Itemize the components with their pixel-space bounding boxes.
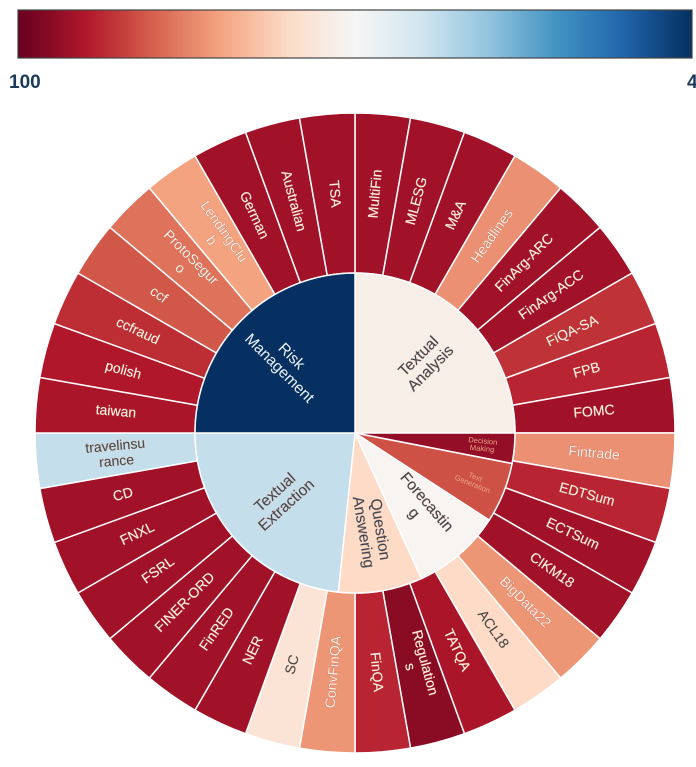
svg-text:100: 100	[9, 72, 41, 93]
svg-text:4000: 4000	[687, 72, 696, 93]
svg-text:DecisionMaking: DecisionMaking	[467, 435, 498, 454]
svg-text:TSA: TSA	[326, 180, 344, 209]
